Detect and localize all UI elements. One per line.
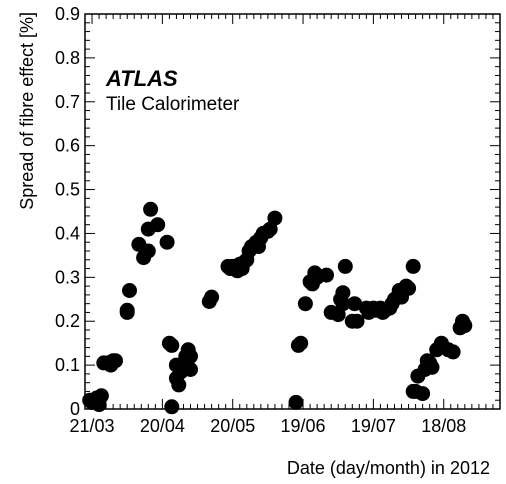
- x-tick-label: 20/05: [210, 416, 255, 436]
- data-point: [405, 258, 421, 274]
- x-tick-label: 19/07: [351, 416, 396, 436]
- data-point: [293, 335, 309, 351]
- x-tick-labels: 21/03 20/04 20/05 19/06 19/07 18/08: [70, 416, 467, 436]
- data-point: [150, 217, 166, 233]
- y-tick-label: 0.8: [55, 48, 80, 68]
- data-point: [335, 296, 351, 312]
- x-tick-label: 18/08: [421, 416, 466, 436]
- data-point: [445, 344, 461, 360]
- experiment-label: ATLAS: [105, 66, 178, 91]
- axis-ticks: [84, 13, 501, 410]
- data-point: [164, 399, 180, 415]
- y-tick-label: 0.5: [55, 180, 80, 200]
- data-point: [288, 394, 304, 410]
- data-point: [297, 296, 313, 312]
- y-tick-label: 0.2: [55, 311, 80, 331]
- y-tick-label: 0.1: [55, 355, 80, 375]
- data-point: [183, 348, 198, 364]
- data-point: [143, 201, 159, 217]
- data-point: [347, 296, 363, 312]
- data-point: [335, 285, 351, 301]
- x-axis-title: Date (day/month) in 2012: [287, 458, 490, 478]
- y-tick-label: 0.7: [55, 92, 80, 112]
- data-point: [164, 337, 180, 353]
- data-point: [171, 377, 187, 393]
- detector-label: Tile Calorimeter: [106, 94, 240, 115]
- data-point: [337, 258, 353, 274]
- data-point: [415, 386, 431, 402]
- data-point: [267, 210, 283, 226]
- x-tick-label: 20/04: [140, 416, 185, 436]
- data-point: [204, 289, 220, 305]
- y-tick-label: 0.3: [55, 267, 80, 287]
- data-point: [349, 313, 365, 329]
- data-point: [93, 388, 109, 404]
- y-axis-title: Spread of fibre effect [%]: [17, 12, 37, 210]
- data-point: [159, 234, 175, 250]
- y-tick-label: 0.6: [55, 136, 80, 156]
- data-point: [183, 362, 198, 377]
- x-tick-label: 19/06: [281, 416, 326, 436]
- y-tick-labels: 0 0.1 0.2 0.3 0.4 0.5 0.6 0.7 0.8 0.9: [55, 4, 80, 419]
- plot-frame: [84, 13, 501, 410]
- data-point: [401, 280, 417, 296]
- data-point: [140, 243, 156, 259]
- y-tick-label: 0.9: [55, 4, 80, 24]
- y-tick-label: 0: [70, 399, 80, 419]
- data-point: [319, 267, 334, 283]
- data-point: [424, 359, 440, 375]
- x-tick-label: 21/03: [70, 416, 115, 436]
- data-points: [82, 201, 473, 415]
- data-point: [122, 283, 137, 298]
- data-point: [108, 353, 123, 369]
- data-point: [457, 318, 473, 334]
- y-tick-label: 0.4: [55, 223, 80, 243]
- data-point: [119, 304, 135, 320]
